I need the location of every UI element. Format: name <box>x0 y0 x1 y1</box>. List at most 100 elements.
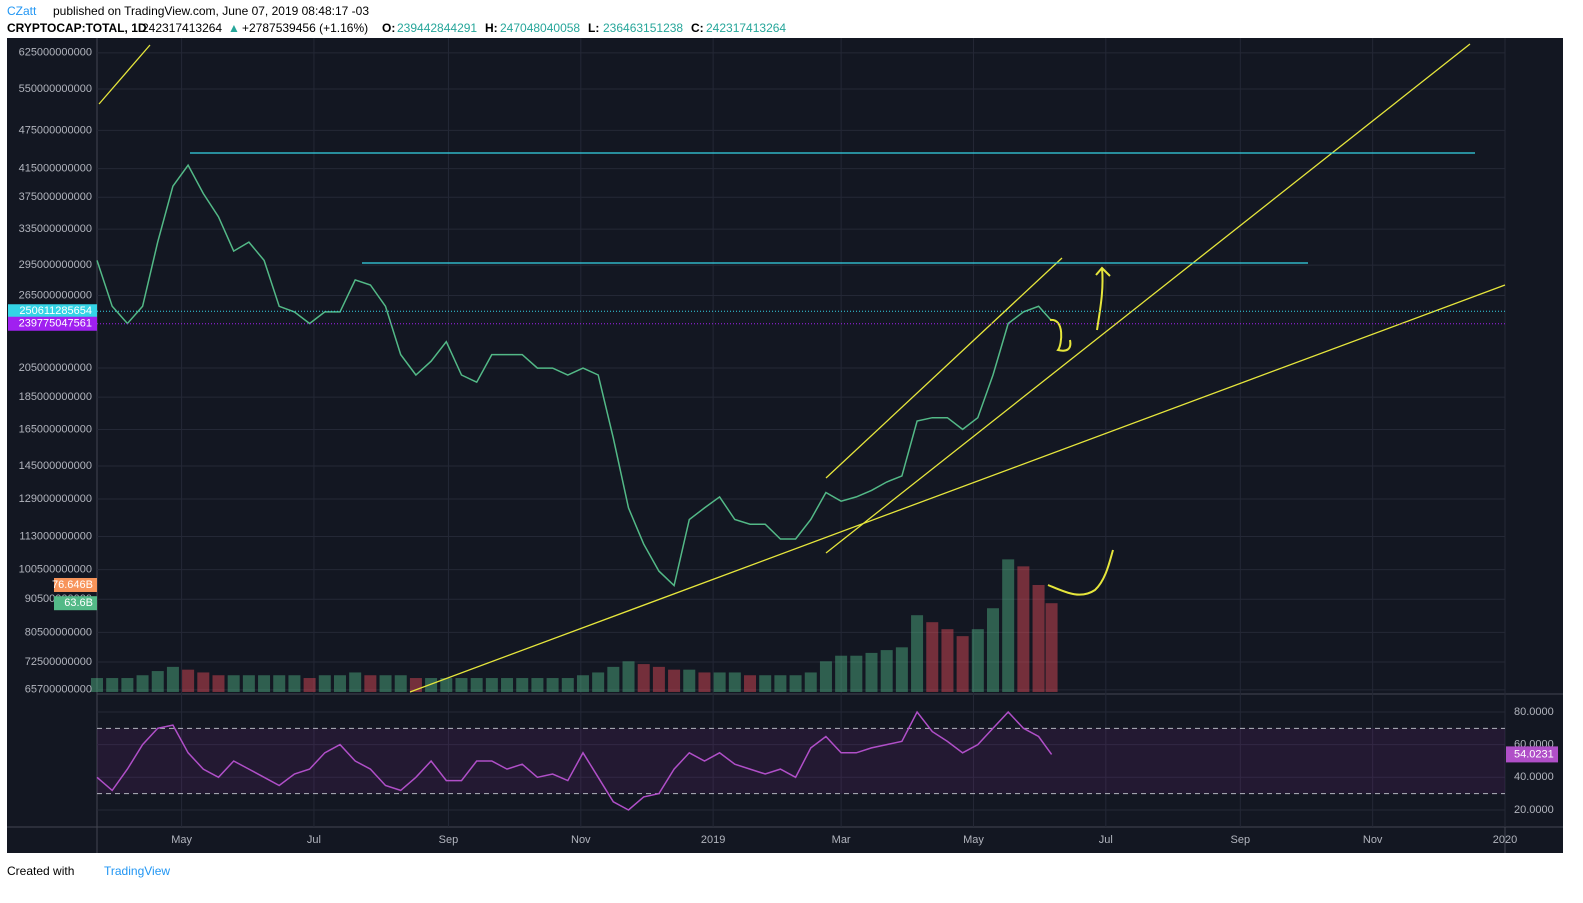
volume-bar <box>956 636 969 692</box>
x-tick-label: Nov <box>571 834 591 846</box>
volume-bar <box>561 678 574 692</box>
x-tick-label: Jul <box>1099 834 1113 846</box>
handwriting <box>1047 549 1114 596</box>
price-line <box>96 163 1053 588</box>
volume-bar <box>1002 559 1015 692</box>
volume-bar <box>501 678 514 692</box>
ohlc-value: 236463151238 <box>603 21 683 35</box>
volume-bar <box>911 615 924 692</box>
y-tick-label: 165000000000 <box>19 423 92 435</box>
volume-bar <box>576 675 589 692</box>
rsi-tick-label: 40.0000 <box>1514 771 1554 783</box>
price-tag-label: 250611285654 <box>19 305 92 317</box>
x-tick-label: Sep <box>439 834 459 846</box>
y-tick-label: 65700000000 <box>25 684 92 696</box>
x-tick-label: 2020 <box>1493 834 1517 846</box>
volume-bar <box>1017 566 1030 692</box>
volume-bar <box>485 678 498 692</box>
volume-bar <box>425 678 438 692</box>
trend-line <box>409 284 1506 693</box>
volume-bar <box>546 678 559 692</box>
ohlc-value: 247048040058 <box>500 21 580 35</box>
rsi-tick-label: 80.0000 <box>1514 706 1554 718</box>
trend-line <box>98 44 151 105</box>
volume-bar <box>926 622 939 692</box>
x-tick-label: Mar <box>832 834 851 846</box>
x-tick-label: Nov <box>1363 834 1383 846</box>
ohlc-value: 242317413264 <box>706 21 786 35</box>
ohlc-value: 239442844291 <box>397 21 477 35</box>
volume-bar <box>91 678 103 692</box>
handwriting <box>1049 318 1072 352</box>
y-tick-label: 72500000000 <box>25 656 92 668</box>
volume-bar <box>227 675 240 692</box>
volume-bar <box>987 608 999 692</box>
published: published on TradingView.com, June 07, 2… <box>53 4 369 18</box>
volume-bar <box>819 661 832 692</box>
x-tick-label: Sep <box>1231 834 1251 846</box>
volume-bar <box>941 629 954 692</box>
volume-bar <box>106 678 119 692</box>
x-tick-label: May <box>963 834 984 846</box>
y-tick-label: 100500000000 <box>19 564 92 576</box>
author[interactable]: CZatt <box>7 4 37 18</box>
volume-bar <box>652 666 665 692</box>
volume-bar <box>288 675 301 692</box>
rsi-tag <box>1506 746 1558 763</box>
volume-bar <box>364 675 377 692</box>
price-tag-label: 239775047561 <box>19 318 92 330</box>
volume-bar <box>166 666 179 692</box>
rsi-tick-label: 20.0000 <box>1514 804 1554 816</box>
volume-bar <box>379 675 392 692</box>
volume-bar <box>759 675 772 692</box>
volume-bar <box>516 678 529 692</box>
volume-bar <box>713 672 726 692</box>
volume-bar <box>668 669 681 692</box>
symbol: CRYPTOCAP:TOTAL, 1D <box>7 21 147 35</box>
price-tag <box>8 304 97 319</box>
volume-bar <box>971 629 984 692</box>
ohlc-label: L: <box>588 21 599 35</box>
y-tick-label: 295000000000 <box>19 259 92 271</box>
change: +2787539456 (+1.16%) <box>242 21 368 35</box>
footer-brand[interactable]: TradingView <box>104 864 170 878</box>
volume-bar <box>895 647 908 692</box>
volume-bar <box>394 675 407 692</box>
price-tag <box>8 316 97 331</box>
volume-bar <box>242 675 255 692</box>
y-tick-label: 113000000000 <box>19 530 92 542</box>
volume-bar <box>470 678 483 692</box>
last-price: 242317413264 <box>142 21 222 35</box>
y-tick-label: 205000000000 <box>19 362 92 374</box>
volume-bar <box>698 672 711 692</box>
rsi-tag-label: 54.0231 <box>1514 748 1554 760</box>
volume-bar <box>349 672 362 692</box>
y-tick-label: 550000000000 <box>19 83 92 95</box>
rsi-line <box>96 710 1053 811</box>
footer-created: Created with <box>7 864 74 878</box>
volume-bar <box>607 666 620 692</box>
x-tick-label: Jul <box>307 834 321 846</box>
volume-bar <box>804 672 817 692</box>
volume-tag <box>54 596 97 611</box>
volume-bar <box>622 661 635 692</box>
volume-tag-label: 63.6B <box>64 597 93 609</box>
trend-line <box>825 257 1063 479</box>
volume-bar <box>197 672 210 692</box>
arrow: ▲ <box>228 21 240 35</box>
volume-bar <box>121 678 134 692</box>
y-tick-label: 375000000000 <box>19 191 92 203</box>
x-tick-label: 2019 <box>701 834 725 846</box>
volume-bar <box>440 678 453 692</box>
volume-bar <box>531 678 544 692</box>
y-tick-label: 265000000000 <box>19 289 92 301</box>
volume-bar <box>774 675 787 692</box>
volume-bar <box>151 671 164 692</box>
volume-tag <box>54 577 97 592</box>
y-tick-label: 335000000000 <box>19 223 92 235</box>
volume-bar <box>318 675 331 692</box>
y-tick-label: 129000000000 <box>19 493 92 505</box>
volume-bar <box>728 672 741 692</box>
y-tick-label: 185000000000 <box>19 391 92 403</box>
